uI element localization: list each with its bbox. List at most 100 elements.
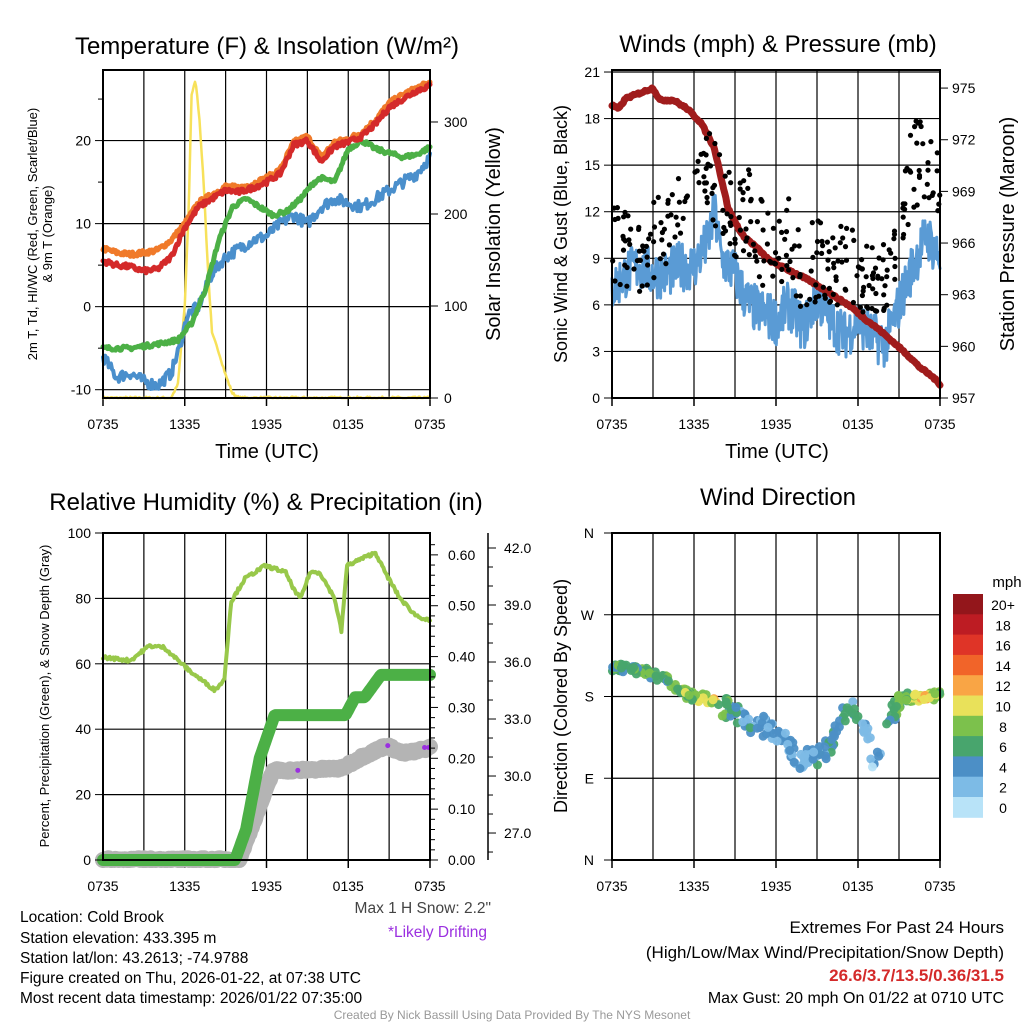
direction-point: [795, 764, 805, 773]
gust-point: [701, 174, 707, 180]
gust-point: [776, 255, 782, 261]
direction-point: [618, 660, 627, 670]
gust-point: [911, 186, 917, 192]
gust-point: [721, 224, 727, 231]
gust-point: [911, 204, 917, 210]
direction-point: [930, 689, 940, 699]
max-gust-text: Max Gust: 20 mph On 01/22 at 0710 UTC: [708, 990, 1004, 1007]
precip-y-tick-label: 0.10: [448, 801, 475, 817]
created-text: Figure created on Thu, 2026-01-22, at 07…: [20, 970, 361, 987]
gust-point: [676, 199, 683, 205]
gust-point: [914, 140, 920, 146]
gust-point: [740, 248, 747, 254]
gust-point: [720, 207, 726, 213]
direction-x-tick-label: 1935: [760, 878, 791, 894]
temp-2m-line: [100, 81, 433, 276]
extremes-legend: (High/Low/Max Wind/Precipitation/Snow De…: [646, 943, 1004, 962]
gust-point: [826, 285, 833, 291]
gust-point: [874, 308, 880, 314]
gust-point: [839, 259, 845, 265]
gust-point: [866, 282, 872, 289]
pressure-y-tick-label: 975: [952, 80, 976, 96]
gust-point: [786, 267, 792, 273]
dewpoint-line: [100, 137, 433, 353]
gust-point: [682, 198, 688, 205]
gust-point: [754, 219, 761, 225]
snow-y-tick-label: 27.0: [504, 825, 531, 841]
gust-point: [712, 140, 718, 147]
gust-point: [814, 250, 820, 256]
direction-point: [827, 734, 837, 744]
gust-point: [817, 220, 824, 226]
gust-point: [891, 236, 897, 242]
colorbar-bin: [953, 594, 983, 615]
gust-point: [709, 190, 715, 196]
wind-x-label: Time (UTC): [725, 441, 829, 463]
direction-x-tick-label: 0135: [842, 878, 873, 894]
gust-point: [636, 226, 642, 232]
gust-point: [710, 217, 716, 223]
direction-point: [673, 684, 683, 694]
gust-point: [644, 254, 650, 260]
gust-point: [675, 222, 681, 228]
direction-point: [722, 699, 732, 709]
direction-point: [745, 723, 755, 733]
gust-point: [884, 274, 890, 280]
gust-point: [736, 214, 742, 221]
gust-point: [808, 268, 814, 274]
direction-point: [789, 757, 799, 767]
gust-point: [912, 124, 918, 130]
gust-point: [631, 266, 637, 272]
direction-point: [865, 733, 875, 743]
gust-point: [732, 240, 738, 246]
gust-point: [692, 169, 698, 175]
gust-point: [655, 194, 661, 200]
gust-point: [704, 194, 710, 201]
gust-point: [665, 213, 671, 219]
gust-point: [857, 304, 864, 310]
gust-point: [900, 201, 906, 207]
gust-point: [772, 261, 779, 267]
gust-point: [822, 292, 828, 298]
gust-point: [832, 245, 838, 251]
gust-point: [728, 214, 734, 220]
gust-point: [827, 298, 834, 304]
insolation-y-tick-label: 300: [444, 114, 468, 130]
gust-point: [779, 229, 785, 235]
gust-point: [776, 218, 782, 224]
gust-point: [869, 273, 876, 279]
gust-point: [891, 228, 898, 234]
direction-point: [892, 702, 901, 711]
gust-point: [748, 196, 754, 202]
direction-point: [772, 736, 782, 746]
direction-point: [821, 754, 831, 764]
precip-y-tick-label: 0.20: [448, 750, 475, 766]
precip-y-tick-label: 0.50: [448, 598, 475, 614]
wind-x-tick-label: 1935: [760, 416, 791, 432]
direction-point: [867, 762, 877, 772]
colorbar-bin: [953, 736, 983, 757]
gust-point: [612, 278, 618, 284]
rh-x-tick-label: 1335: [169, 878, 200, 894]
elevation-text: Station elevation: 433.395 m: [20, 930, 216, 947]
colorbar-bin: [953, 675, 983, 696]
gust-point: [768, 259, 774, 265]
gust-point: [744, 235, 750, 241]
gust-point: [720, 230, 726, 236]
gust-point: [716, 152, 723, 158]
direction-y-tick-label: N: [584, 852, 594, 868]
pressure-y-tick-label: 972: [952, 132, 976, 148]
direction-y-tick-label: E: [585, 770, 594, 786]
gust-point: [748, 219, 754, 225]
drifting-note: *Likely Drifting: [388, 924, 487, 941]
gust-point: [825, 266, 831, 272]
gust-point: [704, 200, 710, 206]
max-snow-text: Max 1 H Snow: 2.2": [355, 900, 491, 917]
credit-text: Created By Nick Bassill Using Data Provi…: [334, 1008, 691, 1022]
temp-x-tick-label: 0135: [333, 416, 364, 432]
temp-plot-border: [102, 69, 431, 399]
direction-point: [809, 747, 819, 757]
gust-point: [819, 250, 825, 256]
temp-y-tick-label: 0: [83, 299, 91, 315]
gust-point: [830, 291, 836, 297]
